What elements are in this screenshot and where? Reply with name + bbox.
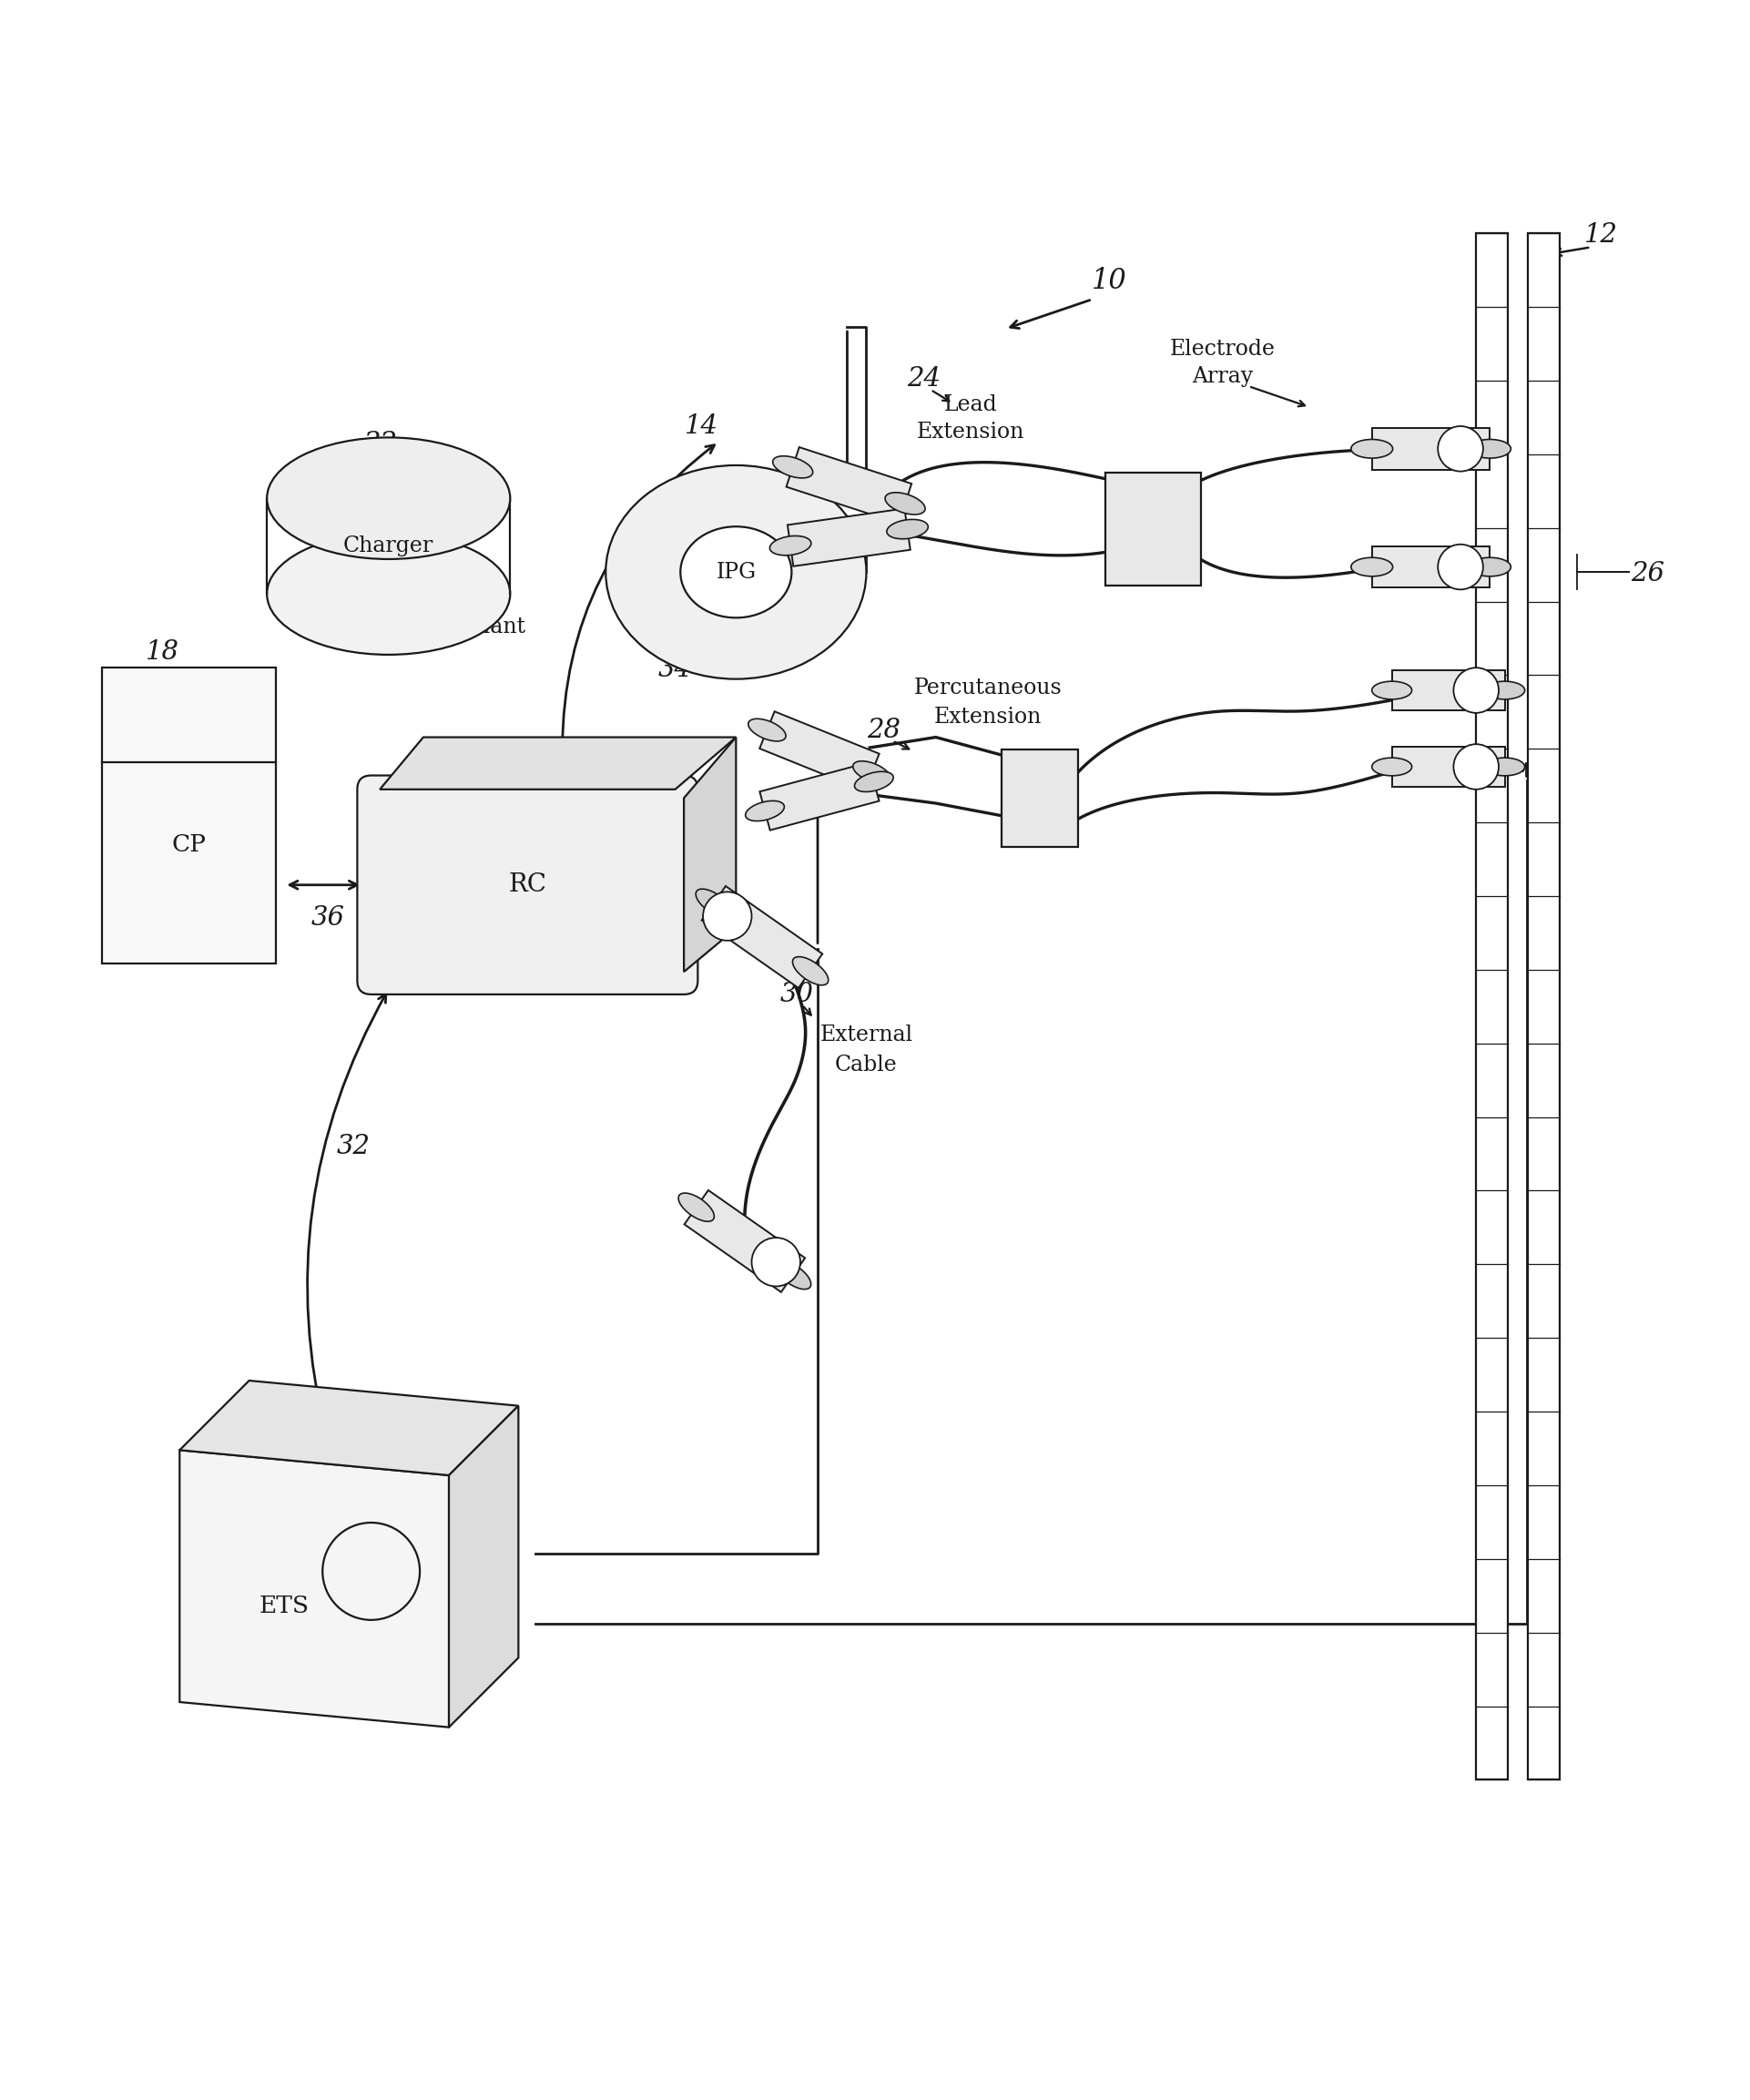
Ellipse shape — [774, 456, 812, 479]
Text: Percutaneous: Percutaneous — [914, 678, 1062, 699]
Circle shape — [1454, 668, 1498, 712]
Polygon shape — [1528, 233, 1559, 1781]
Polygon shape — [702, 886, 822, 987]
Polygon shape — [684, 1191, 805, 1292]
Text: 22: 22 — [362, 430, 397, 456]
Text: 30: 30 — [780, 981, 814, 1006]
Text: ETS: ETS — [259, 1594, 310, 1617]
Text: 20: 20 — [320, 1403, 354, 1430]
Polygon shape — [760, 712, 878, 792]
Text: 38: 38 — [392, 586, 427, 613]
Polygon shape — [1475, 233, 1507, 1781]
Text: 34: 34 — [658, 657, 691, 682]
Ellipse shape — [887, 519, 928, 540]
Ellipse shape — [681, 527, 791, 617]
Text: Electrode: Electrode — [1169, 338, 1276, 359]
Text: 12: 12 — [1584, 223, 1619, 248]
Ellipse shape — [1470, 439, 1510, 458]
Text: 32: 32 — [338, 1134, 371, 1159]
Text: 14: 14 — [684, 414, 718, 439]
Ellipse shape — [793, 958, 828, 985]
Ellipse shape — [679, 1193, 714, 1222]
Polygon shape — [180, 1380, 518, 1476]
Polygon shape — [786, 447, 912, 523]
Ellipse shape — [1351, 556, 1393, 575]
Polygon shape — [450, 1405, 518, 1728]
Ellipse shape — [1484, 680, 1524, 699]
Polygon shape — [1372, 546, 1489, 588]
Polygon shape — [1372, 428, 1489, 470]
Ellipse shape — [1372, 680, 1412, 699]
Text: 26: 26 — [1631, 561, 1664, 586]
Ellipse shape — [745, 800, 784, 821]
Text: Cable: Cable — [835, 1054, 898, 1075]
Text: Implant: Implant — [441, 617, 527, 638]
Polygon shape — [788, 508, 910, 567]
Ellipse shape — [1351, 439, 1393, 458]
Text: Array: Array — [1192, 365, 1253, 386]
Polygon shape — [1391, 748, 1505, 788]
FancyBboxPatch shape — [357, 775, 698, 995]
Text: Charger: Charger — [343, 536, 434, 556]
Polygon shape — [380, 737, 737, 790]
Ellipse shape — [1372, 758, 1412, 775]
Ellipse shape — [886, 493, 926, 514]
Ellipse shape — [1484, 758, 1524, 775]
Text: IPG: IPG — [716, 561, 756, 582]
Circle shape — [1438, 426, 1482, 470]
Text: External: External — [819, 1025, 914, 1046]
Text: 36: 36 — [312, 905, 345, 930]
Text: 24: 24 — [906, 365, 940, 393]
Polygon shape — [1391, 670, 1505, 710]
Ellipse shape — [605, 466, 866, 678]
Text: RC: RC — [509, 874, 546, 897]
Polygon shape — [684, 737, 737, 972]
Ellipse shape — [749, 718, 786, 741]
Text: 10: 10 — [1092, 267, 1127, 296]
Ellipse shape — [268, 533, 511, 655]
Text: CP: CP — [172, 834, 206, 857]
Text: 16: 16 — [493, 752, 527, 777]
Circle shape — [1454, 743, 1498, 790]
Text: 18: 18 — [145, 638, 180, 664]
Circle shape — [1438, 544, 1482, 590]
Bar — [102, 668, 275, 964]
Polygon shape — [760, 762, 878, 830]
Ellipse shape — [1470, 556, 1510, 575]
Text: Extension: Extension — [917, 422, 1024, 443]
Polygon shape — [180, 1451, 450, 1728]
Circle shape — [704, 892, 752, 941]
Text: Lead: Lead — [943, 395, 997, 416]
Ellipse shape — [854, 771, 894, 792]
Polygon shape — [1001, 750, 1078, 846]
Text: 28: 28 — [866, 718, 901, 743]
Ellipse shape — [852, 760, 891, 783]
Ellipse shape — [770, 536, 812, 554]
Ellipse shape — [696, 888, 731, 918]
Polygon shape — [1106, 472, 1200, 586]
Circle shape — [752, 1237, 800, 1287]
Text: Extension: Extension — [934, 708, 1041, 729]
Ellipse shape — [268, 437, 511, 559]
Ellipse shape — [775, 1260, 810, 1289]
